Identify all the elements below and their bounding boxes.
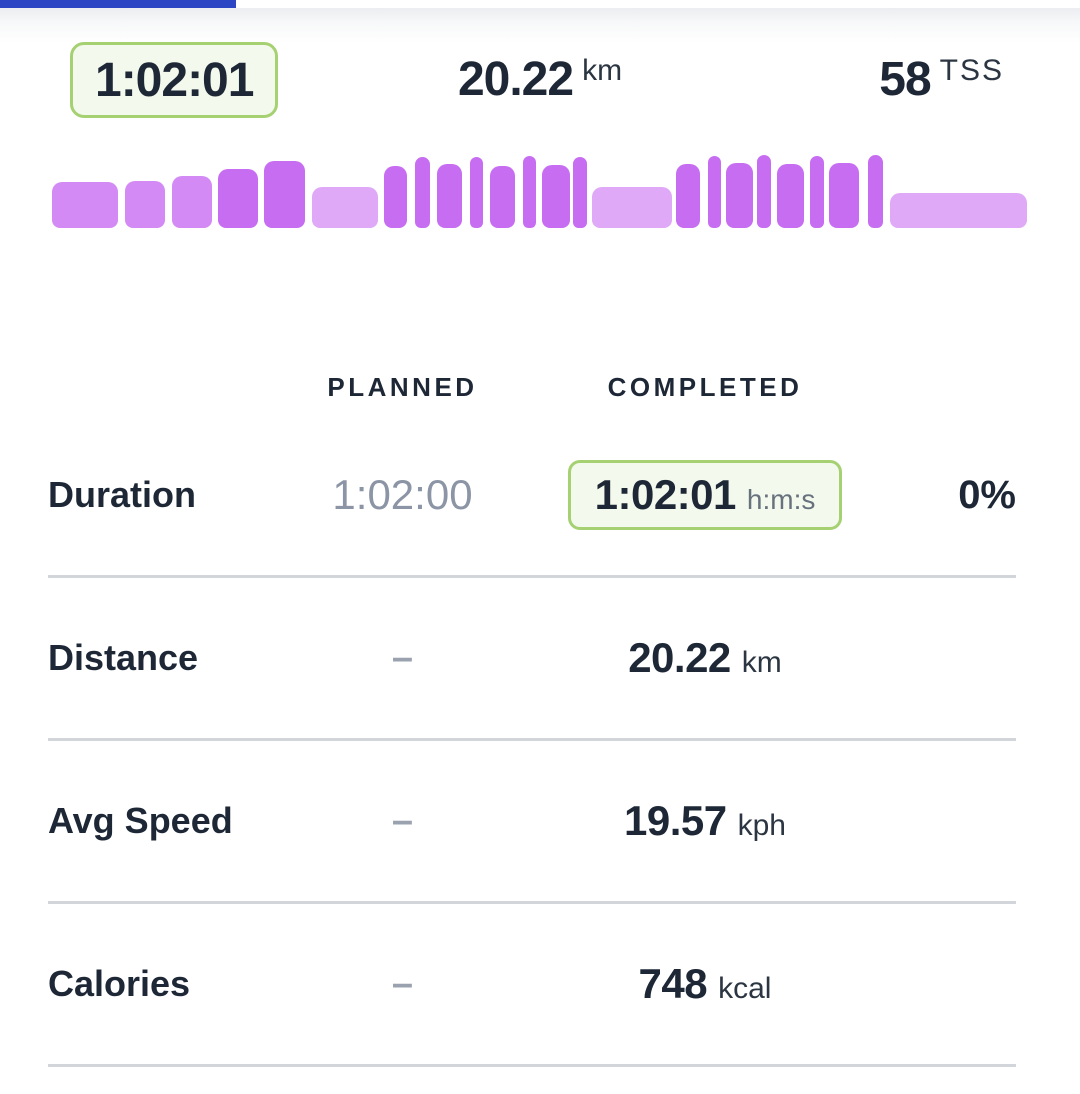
- chart-bar-segment: [523, 156, 536, 228]
- metric-label: Duration: [48, 474, 196, 515]
- chart-bar-segment: [52, 182, 118, 228]
- chart-bar-segment: [490, 166, 515, 228]
- completed-unit: kph: [737, 809, 786, 842]
- chart-bar-segment: [312, 187, 378, 228]
- chart-bar-segment: [757, 155, 771, 228]
- chart-bar-segment: [415, 157, 430, 228]
- chart-bar-segment: [542, 165, 570, 228]
- completed-unit: h:m:s: [746, 484, 816, 515]
- metric-label: Avg Speed: [48, 800, 233, 841]
- summary-distance-value: 20.22: [457, 53, 574, 106]
- table-row: Calories – 748 kcal: [48, 904, 1016, 1067]
- chart-bar-segment: [726, 163, 753, 228]
- header-planned: PLANNED: [327, 372, 478, 402]
- table-row: Duration 1:02:00 1:02:01 h:m:s 0%: [48, 415, 1016, 578]
- completed-unit: km: [741, 646, 782, 679]
- chart-bar-segment: [676, 164, 700, 228]
- completed-number: 20.22: [628, 634, 731, 681]
- completed-value: 20.22 km: [628, 634, 782, 682]
- completed-value: 19.57 kph: [624, 797, 786, 845]
- chart-bar-segment: [125, 181, 165, 228]
- metrics-rows: Duration 1:02:00 1:02:01 h:m:s 0% Distance – 20…: [48, 415, 1016, 1067]
- completed-value: 748 kcal: [639, 960, 772, 1008]
- planned-value: –: [391, 962, 414, 1005]
- chart-bar-segment: [592, 187, 672, 228]
- completed-cell: 19.57 kph: [505, 797, 905, 845]
- summary-duration-value: 1:02:01: [95, 53, 254, 107]
- completed-unit: kcal: [718, 972, 772, 1005]
- chart-bar-segment: [829, 163, 859, 228]
- header-shadow-fade: [0, 8, 1080, 44]
- planned-value: 1:02:00: [332, 471, 473, 518]
- summary-tss-value: 58: [879, 53, 931, 106]
- completed-cell: 20.22 km: [505, 634, 905, 682]
- metric-label: Calories: [48, 963, 191, 1004]
- completed-cell: 1:02:01 h:m:s: [505, 460, 905, 530]
- chart-bar-segment: [868, 155, 883, 228]
- planned-value: –: [391, 799, 414, 842]
- summary-distance: 20.22 km: [458, 52, 622, 107]
- completed-cell: 748 kcal: [505, 960, 905, 1008]
- workout-profile-chart: [0, 152, 1080, 228]
- chart-bar-segment: [172, 176, 212, 228]
- summary-duration-field[interactable]: 1:02:01: [70, 42, 279, 118]
- summary-distance-unit: km: [582, 54, 623, 87]
- completed-value-field[interactable]: 1:02:01 h:m:s: [567, 460, 843, 530]
- chart-bar-segment: [437, 164, 462, 228]
- summary-strip: 1:02:01 20.22 km 58 TSS: [0, 36, 1080, 136]
- completed-number: 748: [638, 960, 708, 1007]
- chart-bar-segment: [218, 169, 258, 228]
- completed-number: 1:02:01: [594, 471, 737, 518]
- header-completed: COMPLETED: [607, 372, 803, 402]
- chart-bar-segment: [777, 164, 804, 228]
- top-progress-bar: [0, 0, 236, 8]
- table-row: Avg Speed – 19.57 kph: [48, 741, 1016, 904]
- chart-bar-segment: [384, 166, 407, 228]
- metrics-table: PLANNED COMPLETED Duration 1:02:00 1:02:01…: [48, 360, 1016, 1067]
- table-row: Distance – 20.22 km: [48, 578, 1016, 741]
- percent-diff: 0%: [958, 472, 1016, 517]
- chart-bar-segment: [810, 156, 824, 228]
- metrics-table-header: PLANNED COMPLETED: [48, 360, 1016, 415]
- planned-value: –: [391, 636, 414, 679]
- metric-label: Distance: [48, 637, 199, 678]
- completed-number: 19.57: [624, 797, 727, 844]
- chart-bar-segment: [264, 161, 305, 228]
- chart-bar-segment: [708, 156, 721, 228]
- chart-bar-segment: [470, 157, 483, 228]
- chart-bar-segment: [890, 193, 1027, 228]
- summary-tss: 58 TSS: [879, 52, 1004, 107]
- chart-bar-segment: [573, 157, 587, 228]
- summary-tss-unit: TSS: [939, 54, 1004, 87]
